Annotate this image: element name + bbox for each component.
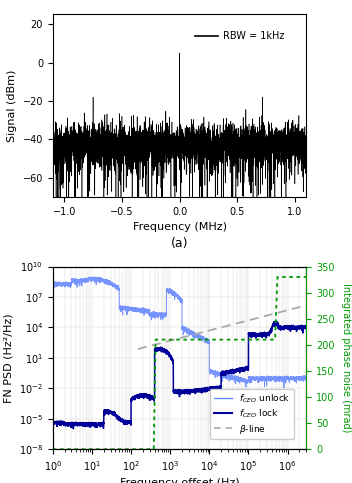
Text: (a): (a) xyxy=(171,237,188,250)
Text: RBW = 1kHz: RBW = 1kHz xyxy=(222,31,284,42)
X-axis label: Frequency (MHz): Frequency (MHz) xyxy=(132,222,227,232)
Y-axis label: Signal (dBm): Signal (dBm) xyxy=(7,70,17,142)
X-axis label: Frequency offset (Hz): Frequency offset (Hz) xyxy=(120,478,239,483)
Y-axis label: Integrated phase noise (mrad): Integrated phase noise (mrad) xyxy=(341,283,351,433)
Y-axis label: FN PSD (Hz²/Hz): FN PSD (Hz²/Hz) xyxy=(4,313,13,403)
Legend: $f_{CEO}$ unlock, $f_{CEO}$ lock, $\beta$-line: $f_{CEO}$ unlock, $f_{CEO}$ lock, $\beta… xyxy=(210,388,294,439)
